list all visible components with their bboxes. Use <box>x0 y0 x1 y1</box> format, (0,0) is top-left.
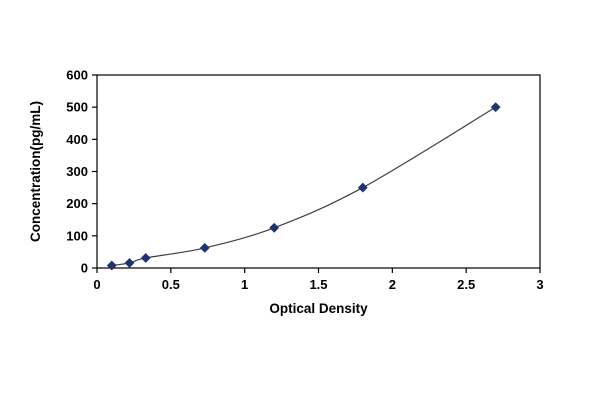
x-tick-label: 0.5 <box>162 277 180 292</box>
y-tick-label: 600 <box>66 68 88 83</box>
plot-border <box>96 74 541 269</box>
x-tick-label: 3 <box>536 277 543 292</box>
y-tick-label: 500 <box>66 100 88 115</box>
data-point-marker <box>490 102 501 113</box>
x-tick-label: 0 <box>93 277 100 292</box>
y-tick-label: 0 <box>81 261 88 276</box>
y-tick-label: 200 <box>66 196 88 211</box>
x-axis-title: Optical Density <box>269 301 368 316</box>
y-axis-title: Concentration(pg/mL) <box>28 101 43 242</box>
x-tick-label: 1.5 <box>309 277 327 292</box>
x-tick-label: 1 <box>241 277 248 292</box>
x-tick-label: 2 <box>389 277 396 292</box>
data-point-marker <box>140 253 151 263</box>
data-point-marker <box>199 242 210 253</box>
y-tick-label: 400 <box>66 132 88 147</box>
y-tick-label: 300 <box>66 164 88 179</box>
data-point-marker <box>269 222 280 233</box>
data-point-marker <box>357 182 368 193</box>
data-point-marker <box>106 260 117 271</box>
data-point-marker <box>124 258 135 268</box>
y-tick-label: 100 <box>66 228 88 243</box>
x-tick-label: 2.5 <box>457 277 475 292</box>
